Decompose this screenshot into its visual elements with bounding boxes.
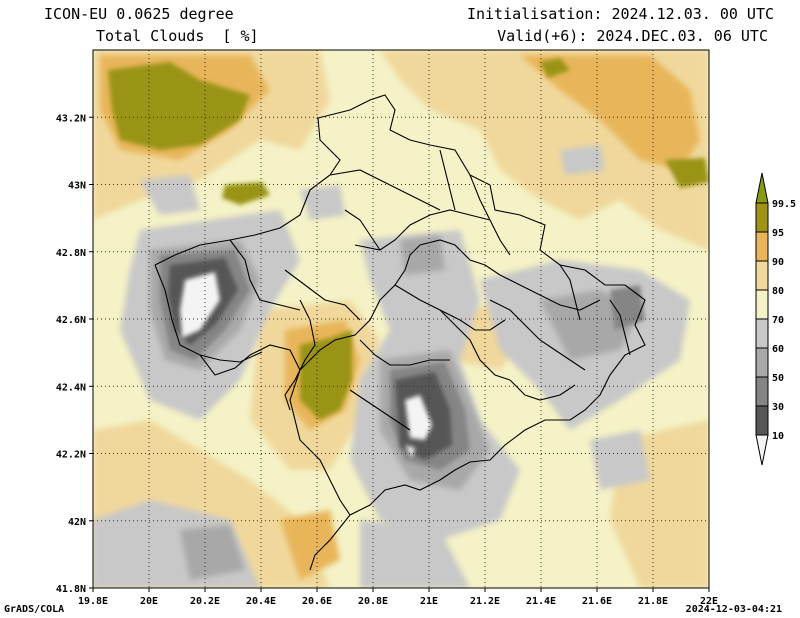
- y-tick-label: 42N: [68, 517, 86, 528]
- timestamp-label: 2024-12-03-04:21: [685, 604, 782, 615]
- colorbar-segment: [755, 376, 769, 407]
- longitude-axis: 19.8E 20E 20.2E 20.4E 20.6E 20.8E 21E 21.2E 21.4…: [78, 588, 718, 607]
- colorbar-segment: [755, 347, 769, 378]
- x-tick-label: 20E: [140, 596, 158, 607]
- y-tick-label: 42.6N: [56, 315, 86, 326]
- x-tick-label: 21.6E: [582, 596, 612, 607]
- x-tick-label: 19.8E: [78, 596, 108, 607]
- x-tick-label: 21.2E: [470, 596, 500, 607]
- colorbar-label: 50: [772, 373, 784, 384]
- colorbar-label: 10: [772, 431, 784, 442]
- y-tick-label: 42.2N: [56, 450, 86, 461]
- colorbar-segment: [755, 318, 769, 349]
- colorbar-label: 60: [772, 344, 784, 355]
- y-tick-label: 42.8N: [56, 248, 86, 259]
- colorbar-top-triangle: [755, 172, 769, 204]
- y-tick-label: 41.8N: [56, 584, 86, 595]
- colorbar-label: 95: [772, 228, 784, 239]
- y-tick-label: 42.4N: [56, 382, 86, 393]
- colorbar-segment: [755, 260, 769, 291]
- y-tick-label: 43.2N: [56, 113, 86, 124]
- variable-title: Total Clouds [ %]: [96, 27, 259, 45]
- x-tick-label: 20.8E: [358, 596, 388, 607]
- model-title: ICON-EU 0.0625 degree: [44, 5, 234, 23]
- cloud-cover-field: [93, 50, 709, 588]
- colorbar: 10 30 50 60 70 80 90 95 99.5: [755, 172, 796, 466]
- x-tick-label: 22E: [700, 596, 718, 607]
- valid-time: Valid(+6): 2024.DEC.03. 06 UTC: [497, 27, 768, 45]
- colorbar-label: 30: [772, 402, 784, 413]
- colorbar-segment: [755, 202, 769, 233]
- colorbar-label: 80: [772, 286, 784, 297]
- initialisation-time: Initialisation: 2024.12.03. 00 UTC: [466, 5, 774, 23]
- x-tick-label: 21.4E: [526, 596, 556, 607]
- x-tick-label: 20.6E: [302, 596, 332, 607]
- colorbar-segment: [755, 405, 769, 436]
- colorbar-label: 99.5: [772, 199, 796, 210]
- x-tick-label: 21E: [420, 596, 438, 607]
- latitude-axis: 41.8N 42N 42.2N 42.4N 42.6N 42.8N 43N 43.2N: [56, 113, 93, 595]
- x-tick-label: 20.2E: [190, 596, 220, 607]
- x-tick-label: 21.8E: [638, 596, 668, 607]
- graticule: [93, 50, 709, 588]
- credit-label: GrADS/COLA: [4, 604, 65, 615]
- colorbar-segment: [755, 289, 769, 320]
- x-tick-label: 20.4E: [246, 596, 276, 607]
- colorbar-label: 70: [772, 315, 784, 326]
- y-tick-label: 43N: [68, 181, 86, 192]
- colorbar-bottom-triangle: [755, 434, 769, 466]
- colorbar-label: 90: [772, 257, 784, 268]
- colorbar-segment: [755, 231, 769, 262]
